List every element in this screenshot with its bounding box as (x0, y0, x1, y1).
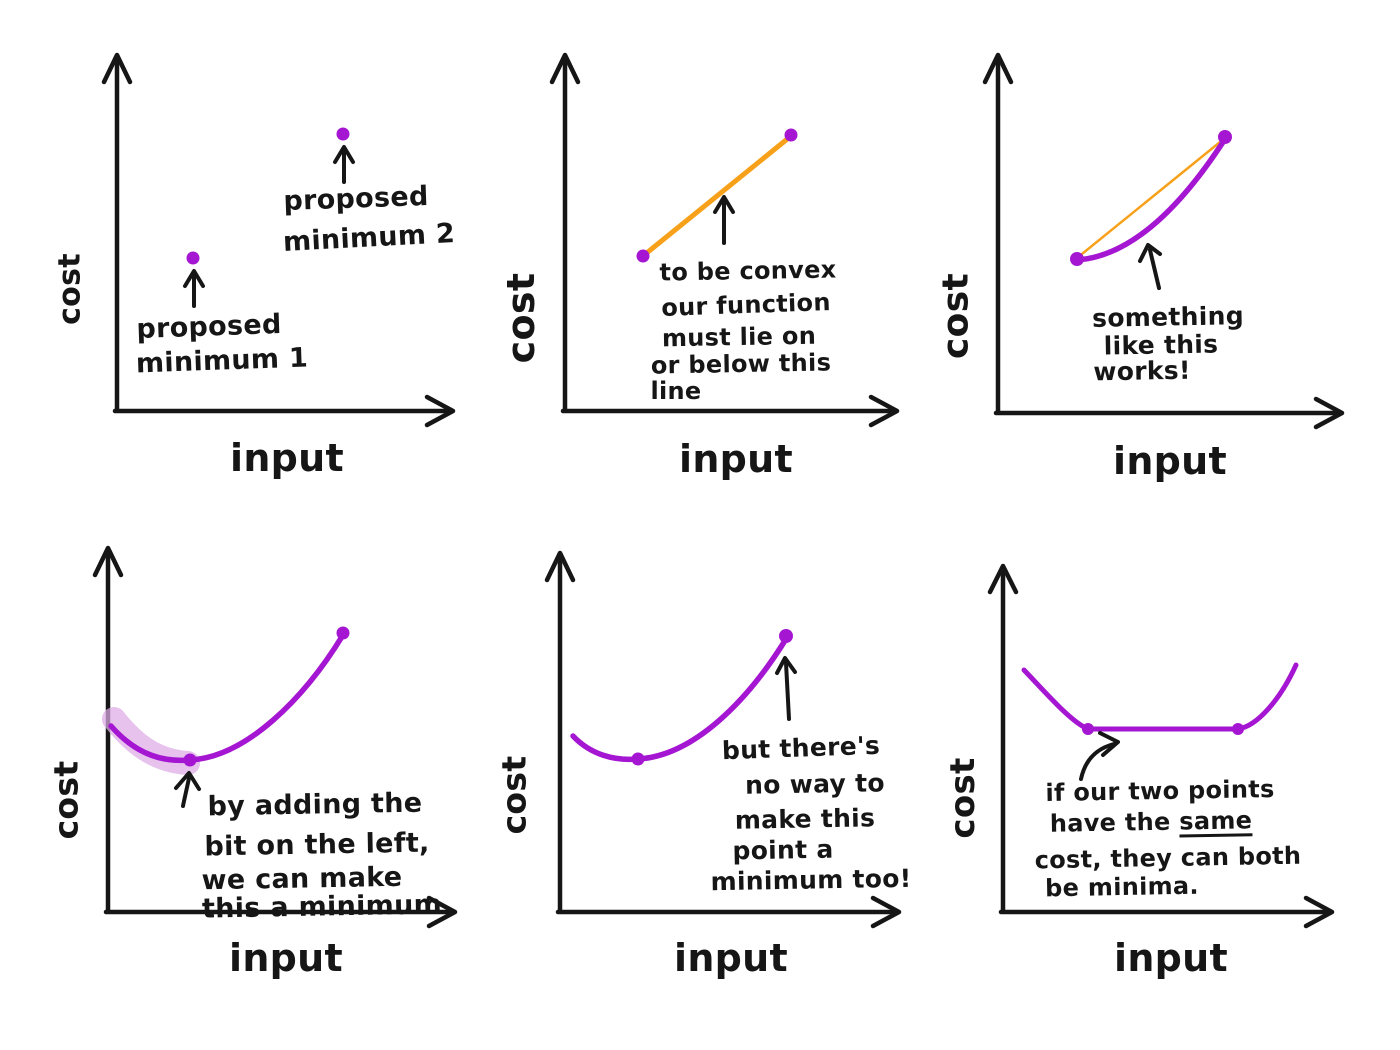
cost-curve (108, 632, 346, 764)
thin-chord-line (1075, 136, 1227, 260)
panel-1-two-proposed-minima (101, 52, 456, 428)
x-axis-label: input (229, 936, 343, 980)
proposed-minimum-2-point (336, 127, 350, 141)
upper-point (779, 629, 793, 643)
note-line-underlined-word: same (1178, 806, 1253, 836)
cost-curve (570, 636, 789, 763)
panel-3-convex-curve (982, 52, 1345, 430)
note-line: but there's (721, 730, 881, 766)
y-axis-label: cost (52, 253, 88, 325)
chord-line (640, 133, 794, 259)
y-axis-label: cost (494, 755, 534, 835)
y-axis-arrowhead-icon (92, 545, 124, 578)
annotation-arrow (1148, 248, 1161, 290)
note-line: to be convex (659, 255, 837, 287)
x-axis-arrowhead-icon (1303, 895, 1335, 929)
annotation-arrowhead-icon (1098, 731, 1120, 757)
note-line: must lie on (661, 321, 817, 353)
panel-4-added-left-bit (92, 545, 458, 929)
note-line: or below this (650, 348, 832, 380)
y-axis-label: cost (46, 760, 86, 840)
right-point (784, 128, 798, 142)
y-axis-label: cost (935, 273, 977, 359)
x-axis-arrowhead-icon (870, 895, 902, 929)
y-axis-arrowhead-icon (544, 550, 576, 583)
x-axis-label: input (1114, 936, 1228, 980)
cost-curve (1021, 662, 1299, 732)
x-axis-arrowhead-icon (1313, 396, 1345, 430)
convex-curve (1074, 136, 1228, 263)
note-line: cost, they can both (1034, 841, 1302, 875)
minimum-point (183, 753, 197, 767)
y-axis-arrowhead-icon (982, 52, 1014, 85)
note-line-part: have the (1049, 807, 1171, 838)
y-axis-label: cost (943, 757, 983, 839)
y-axis-label: cost (499, 272, 543, 364)
left-point (636, 249, 650, 263)
left-minimum-point (1082, 723, 1094, 735)
note-line: works! (1093, 355, 1191, 387)
y-axis-arrowhead-icon (987, 563, 1019, 595)
right-minimum-point (1232, 723, 1244, 735)
right-point (336, 626, 350, 640)
x-axis-label: input (679, 437, 793, 481)
note-line: this a minimum (201, 889, 443, 925)
panel-2-convexity-chord (549, 52, 900, 428)
note-line: line (650, 377, 702, 405)
minimum-point (631, 752, 645, 766)
note-line: have the same (1050, 806, 1253, 838)
minimum1-label-line1: proposed (135, 308, 283, 346)
proposed-minimum-1-point (186, 251, 200, 265)
x-axis-label: input (674, 936, 788, 980)
x-axis-label: input (230, 436, 344, 480)
note-line: something (1091, 301, 1245, 333)
panel-5-not-a-minimum (544, 550, 902, 929)
annotation-arrowhead-icon (1138, 243, 1162, 263)
minimum1-label-line2: minimum 1 (135, 342, 309, 380)
x-axis-arrowhead-icon (426, 895, 458, 929)
annotation-arrow (1079, 742, 1116, 781)
y-axis-arrowhead-icon (101, 52, 133, 85)
panel-6-two-minima-flat (987, 563, 1335, 929)
note-line: no way to (744, 768, 886, 800)
right-point (1218, 130, 1232, 144)
annotation-arrowhead-icon (183, 269, 205, 288)
annotation-arrowhead-icon (713, 195, 735, 214)
annotation-arrow (181, 776, 191, 808)
y-axis-arrowhead-icon (549, 52, 581, 85)
annotation-arrow (784, 661, 791, 721)
annotation-arrowhead-icon (174, 771, 201, 791)
left-point (1070, 252, 1084, 266)
note-line: point a (732, 834, 834, 866)
x-axis-label: input (1113, 439, 1227, 483)
note-line: by adding the (207, 787, 423, 823)
x-axis-arrowhead-icon (868, 394, 900, 428)
annotation-arrowhead-icon (775, 656, 797, 675)
x-axis-arrowhead-icon (424, 394, 456, 428)
note-line: minimum too! (710, 863, 912, 897)
note-line: our function (660, 288, 832, 322)
note-line: make this (734, 803, 876, 835)
note-line: bit on the left, (204, 827, 430, 863)
annotation-arrowhead-icon (333, 145, 355, 164)
note-line: if our two points (1045, 775, 1275, 807)
note-line: be minima. (1044, 871, 1200, 903)
minimum2-label-line1: proposed (282, 180, 430, 218)
